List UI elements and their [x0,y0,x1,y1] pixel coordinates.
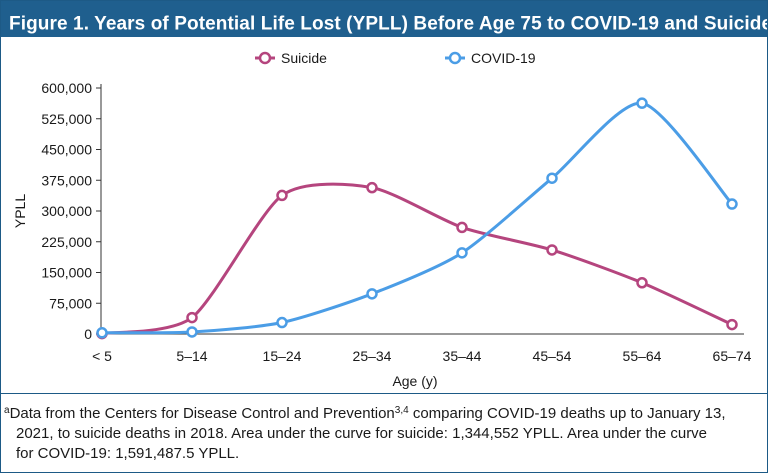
legend-label: COVID-19 [471,50,536,66]
y-tick-label: 75,000 [49,295,92,311]
data-point-suicide [366,181,378,194]
y-tick-label: 225,000 [41,234,92,250]
data-point-covid-19 [456,247,468,259]
data-point-covid-19 [546,172,558,184]
x-axis-title: Age (y) [392,373,437,389]
y-tick-label: 525,000 [41,111,92,127]
chart-container: 0 75,000 150,000 225,000 300,000 375,000 450,0… [1,38,767,393]
data-point-suicide [726,318,738,331]
series-line-covid-19 [101,101,734,335]
x-tick-label: 65–74 [713,348,752,364]
footnote-mark: a [4,405,10,416]
data-point-covid-19 [636,97,648,109]
data-point-covid-19 [726,198,738,210]
legend-marker [258,51,272,65]
legend-marker [448,51,462,65]
y-axis-title: YPLL [12,194,28,228]
data-point-suicide [186,311,198,324]
x-tick-label: 15–24 [263,348,302,364]
footnote-divider [1,393,767,394]
footnote-text-1: Data from the Centers for Disease Contro… [9,405,395,422]
data-point-suicide [546,244,558,256]
y-tick-label: 375,000 [41,172,92,188]
figure-title: Figure 1. Years of Potential Life Lost (… [9,13,767,35]
x-tick-label: 55–64 [623,348,662,364]
x-tick-label: 45–54 [533,348,572,364]
y-tick-label: 600,000 [41,80,92,96]
figure-header: Figure 1. Years of Potential Life Lost (… [1,1,767,37]
x-tick-label: 5–14 [176,348,207,364]
y-tick-label: 300,000 [41,203,92,219]
data-point-covid-19 [276,316,288,329]
y-tick-label: 450,000 [41,142,92,158]
data-point-suicide [636,277,648,289]
footnote-text-2: comparing COVID-19 deaths up to January … [408,405,726,422]
legend-label: Suicide [281,50,327,66]
x-tick-label: 25–34 [353,348,392,364]
footnote-line-3: for COVID-19: 1,591,487.5 YPLL. [16,445,240,462]
y-tick-label: 150,000 [41,265,92,281]
data-point-covid-19 [96,327,108,339]
data-point-covid-19 [186,326,198,338]
footnote-line-1: aData from the Centers for Disease Contr… [4,401,764,424]
footnote-references: 3,4 [394,405,409,416]
footnote: aData from the Centers for Disease Contr… [4,401,764,464]
data-point-covid-19 [366,288,378,300]
footnote-line-2: 2021, to suicide deaths in 2018. Area un… [16,425,708,442]
data-point-suicide [456,221,468,234]
data-point-suicide [276,189,288,202]
x-tick-label: 35–44 [443,348,482,364]
x-tick-label: < 5 [92,348,112,364]
y-tick-label: 0 [84,326,92,342]
line-chart: 0 75,000 150,000 225,000 300,000 375,000 450,0… [12,50,752,389]
series-line-suicide [101,182,733,336]
